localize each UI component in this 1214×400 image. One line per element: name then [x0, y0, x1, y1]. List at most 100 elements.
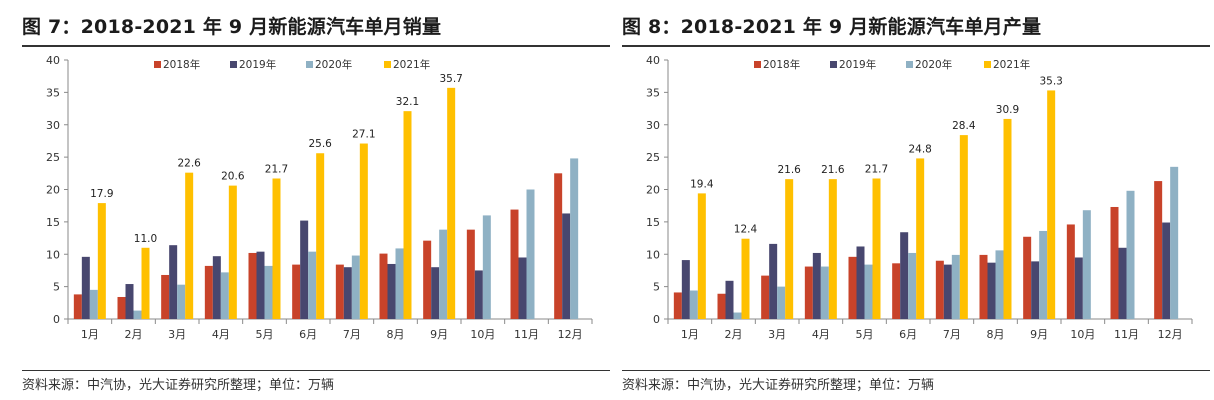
x-tick-label: 5月 — [256, 328, 274, 341]
bar-2018-12 — [554, 173, 563, 319]
bar-2018-9 — [423, 240, 432, 319]
bar-2018-2 — [717, 293, 726, 319]
chart-panel-sales: 图 7：2018-2021 年 9 月新能源汽车单月销量 0 5 10 15 20 25 3… — [22, 0, 610, 400]
bar-2021-3 — [185, 172, 194, 319]
bar-2019-9 — [1031, 261, 1040, 319]
x-tick-label: 10月 — [1070, 328, 1095, 341]
bar-2018-6 — [292, 264, 301, 319]
bar-2019-5 — [856, 246, 865, 319]
bar-2018-11 — [510, 209, 519, 319]
bar-2020-12 — [1170, 166, 1179, 319]
legend-label: 2021年 — [993, 58, 1030, 71]
y-tick-label: 20 — [646, 184, 660, 197]
bar-2018-8 — [379, 253, 388, 319]
bar-2019-1 — [81, 256, 90, 319]
data-label: 35.7 — [439, 73, 462, 85]
bar-2021-2 — [741, 238, 750, 319]
x-tick-label: 8月 — [387, 328, 405, 341]
bar-2020-3 — [177, 284, 186, 319]
y-tick-label: 35 — [646, 86, 660, 99]
x-tick-label: 11月 — [514, 328, 539, 341]
x-tick-label: 11月 — [1114, 328, 1139, 341]
bar-2020-11 — [526, 189, 535, 319]
bar-2019-5 — [256, 251, 265, 319]
bar-2019-8 — [987, 262, 996, 319]
y-tick-label: 15 — [46, 216, 60, 229]
bar-2018-3 — [161, 274, 170, 319]
bar-2019-7 — [943, 264, 952, 319]
bar-2019-4 — [212, 256, 221, 319]
bar-2021-3 — [785, 179, 794, 319]
chart-panel-production: 图 8：2018-2021 年 9 月新能源汽车单月产量 0 5 10 15 20 25 3… — [622, 0, 1210, 400]
x-tick-label: 7月 — [943, 328, 961, 341]
x-tick-label: 9月 — [1030, 328, 1048, 341]
x-tick-label: 12月 — [558, 328, 583, 341]
data-label: 12.4 — [734, 224, 758, 236]
bar-2021-9 — [447, 87, 456, 319]
bar-2020-1 — [689, 290, 698, 319]
bar-2019-9 — [431, 267, 440, 319]
source-note: 资料来源：中汽协，光大证券研究所整理；单位：万辆 — [22, 378, 335, 393]
x-tick-label: 6月 — [299, 328, 317, 341]
y-tick-label: 0 — [653, 313, 660, 326]
data-label: 21.7 — [865, 163, 888, 175]
data-label: 25.6 — [308, 138, 332, 150]
bar-2018-1 — [73, 294, 82, 319]
bar-2018-7 — [335, 264, 344, 319]
bar-2021-9 — [1047, 90, 1056, 319]
production-bar-chart: 0 5 10 15 20 25 30 35 40 1月 2月 3月 4月 5月 6月 7月 8月 9月 10月 11月… — [646, 54, 1193, 341]
bar-2018-5 — [248, 252, 257, 319]
y-tick-label: 0 — [53, 313, 60, 326]
bar-2020-1 — [89, 289, 98, 319]
bar-2020-4 — [220, 272, 229, 319]
data-label: 21.6 — [821, 164, 845, 176]
data-label: 17.9 — [90, 188, 113, 200]
bar-2020-5 — [864, 264, 873, 319]
chart-title: 图 8：2018-2021 年 9 月新能源汽车单月产量 — [622, 16, 1042, 38]
x-tick-label: 7月 — [343, 328, 361, 341]
y-tick-label: 20 — [46, 184, 60, 197]
bar-2019-10 — [1074, 257, 1083, 319]
bar-2018-7 — [935, 260, 944, 319]
bar-2019-10 — [474, 270, 483, 319]
legend-swatch — [230, 61, 237, 68]
bar-2019-6 — [900, 232, 909, 319]
bar-2020-12 — [570, 158, 579, 319]
bar-2021-2 — [141, 247, 150, 319]
title-rule — [622, 45, 1210, 47]
bar-2019-7 — [343, 267, 352, 319]
x-tick-label: 2月 — [125, 328, 143, 341]
bar-2018-1 — [673, 292, 682, 319]
bar-2018-8 — [979, 254, 988, 319]
data-label: 21.7 — [265, 163, 288, 175]
y-tick-label: 5 — [53, 281, 60, 294]
bar-2020-10 — [1082, 210, 1091, 319]
y-tick-label: 35 — [46, 86, 60, 99]
bar-2021-4 — [228, 185, 237, 319]
legend-label: 2019年 — [239, 58, 276, 71]
legend-swatch — [830, 61, 837, 68]
bar-2020-6 — [308, 251, 317, 319]
y-tick-label: 40 — [646, 54, 660, 67]
chart-title: 图 7：2018-2021 年 9 月新能源汽车单月销量 — [22, 16, 442, 38]
bar-2021-7 — [959, 135, 968, 319]
bar-2021-5 — [872, 178, 881, 319]
bar-2020-2 — [133, 310, 142, 319]
bar-2019-2 — [725, 280, 734, 319]
bar-2020-7 — [951, 254, 960, 319]
bar-2019-11 — [1118, 247, 1127, 319]
data-label: 20.6 — [221, 171, 245, 183]
bar-2021-8 — [1003, 118, 1012, 319]
y-tick-label: 5 — [653, 281, 660, 294]
source-note: 资料来源：中汽协，光大证券研究所整理；单位：万辆 — [622, 378, 935, 393]
bar-2020-2 — [733, 312, 742, 319]
y-tick-label: 40 — [46, 54, 60, 67]
bar-2019-2 — [125, 284, 134, 319]
bar-2019-3 — [769, 243, 778, 319]
bar-2018-5 — [848, 256, 857, 319]
y-tick-label: 25 — [646, 151, 660, 164]
x-tick-label: 1月 — [681, 328, 699, 341]
data-label: 32.1 — [396, 96, 419, 108]
data-label: 35.3 — [1039, 75, 1062, 87]
legend-swatch — [306, 61, 313, 68]
